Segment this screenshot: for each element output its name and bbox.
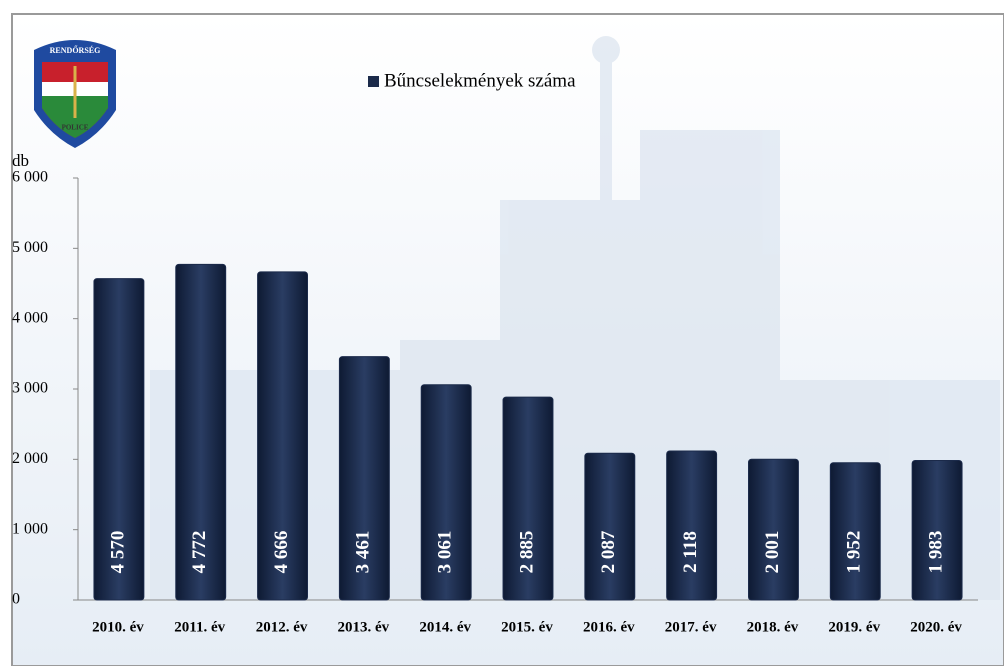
- logo-bottom-text: POLICE: [62, 124, 89, 132]
- bar: [338, 356, 390, 601]
- bar: [911, 460, 963, 601]
- value-label: 3 461: [353, 531, 374, 574]
- x-tick-label: 2010. év: [92, 619, 144, 635]
- x-tick-label: 2013. év: [338, 619, 390, 635]
- logo-top-text: RENDŐRSÉG: [50, 45, 101, 55]
- bar: [829, 462, 881, 601]
- y-tick-label: 1 000: [12, 520, 48, 537]
- y-tick-label: 6 000: [12, 169, 48, 186]
- value-label: 2 001: [762, 531, 783, 574]
- x-tick-label: 2014. év: [419, 619, 471, 635]
- logo: RENDŐRSÉG POLICE: [34, 40, 116, 148]
- bar: [666, 450, 718, 601]
- y-tick-label: 2 000: [12, 450, 48, 467]
- x-tick-label: 2017. év: [665, 619, 717, 635]
- x-tick-label: 2015. év: [501, 619, 553, 635]
- y-tick-label: 5 000: [12, 239, 48, 256]
- bar: [93, 278, 145, 601]
- bar: [502, 396, 554, 601]
- bar: [420, 384, 472, 601]
- value-label: 3 061: [435, 531, 456, 574]
- bar: [175, 263, 227, 601]
- value-label: 4 570: [107, 531, 128, 574]
- y-tick-label: 3 000: [12, 380, 48, 397]
- value-label: 2 087: [598, 530, 619, 573]
- value-label: 1 952: [844, 531, 865, 574]
- value-label: 2 118: [680, 531, 701, 573]
- x-tick-label: 2018. év: [747, 619, 799, 635]
- value-label: 2 885: [516, 531, 537, 574]
- y-axis-label: db: [12, 151, 29, 170]
- y-tick-label: 0: [12, 591, 20, 608]
- x-tick-label: 2016. év: [583, 619, 635, 635]
- x-tick-label: 2012. év: [256, 619, 308, 635]
- x-tick-label: 2020. év: [910, 619, 962, 635]
- y-tick-label: 4 000: [12, 309, 48, 326]
- legend-label: Bűncselekmények száma: [384, 70, 576, 91]
- x-tick-label: 2011. év: [174, 619, 225, 635]
- legend-swatch: [368, 76, 379, 87]
- bar: [748, 458, 799, 601]
- bar: [584, 452, 636, 601]
- value-label: 4 772: [189, 531, 210, 574]
- bar: [257, 271, 309, 601]
- value-label: 1 983: [925, 531, 946, 574]
- value-label: 4 666: [271, 531, 292, 574]
- x-tick-label: 2019. év: [828, 619, 880, 635]
